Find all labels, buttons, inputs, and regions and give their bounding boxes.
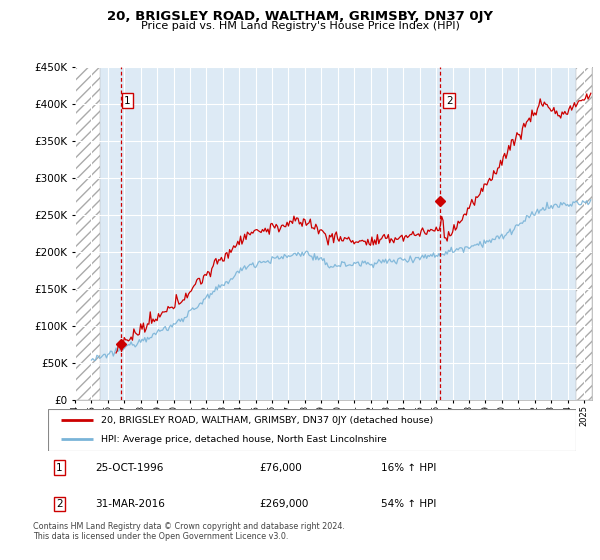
Text: 2: 2 — [56, 499, 63, 509]
Text: 31-MAR-2016: 31-MAR-2016 — [95, 499, 166, 509]
Text: 1: 1 — [56, 463, 63, 473]
Text: HPI: Average price, detached house, North East Lincolnshire: HPI: Average price, detached house, Nort… — [101, 435, 386, 444]
Text: 25-OCT-1996: 25-OCT-1996 — [95, 463, 164, 473]
Text: 20, BRIGSLEY ROAD, WALTHAM, GRIMSBY, DN37 0JY: 20, BRIGSLEY ROAD, WALTHAM, GRIMSBY, DN3… — [107, 10, 493, 22]
Text: 2: 2 — [446, 96, 452, 105]
Text: 54% ↑ HPI: 54% ↑ HPI — [380, 499, 436, 509]
Text: Price paid vs. HM Land Registry's House Price Index (HPI): Price paid vs. HM Land Registry's House … — [140, 21, 460, 31]
Text: 16% ↑ HPI: 16% ↑ HPI — [380, 463, 436, 473]
Text: 20, BRIGSLEY ROAD, WALTHAM, GRIMSBY, DN37 0JY (detached house): 20, BRIGSLEY ROAD, WALTHAM, GRIMSBY, DN3… — [101, 416, 433, 424]
Bar — [576, 67, 592, 400]
Text: 1: 1 — [124, 96, 131, 105]
Text: Contains HM Land Registry data © Crown copyright and database right 2024.
This d: Contains HM Land Registry data © Crown c… — [33, 522, 345, 542]
Text: £76,000: £76,000 — [259, 463, 302, 473]
Text: £269,000: £269,000 — [259, 499, 308, 509]
Bar — [75, 67, 100, 400]
